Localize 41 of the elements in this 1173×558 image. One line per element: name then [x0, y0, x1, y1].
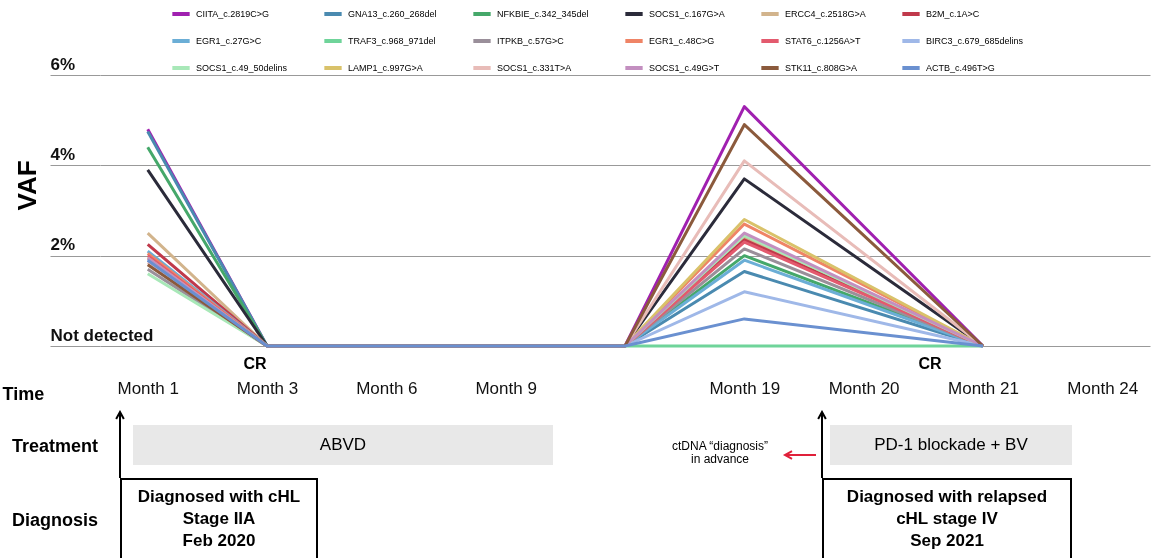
text: Treatment [12, 436, 99, 457]
text: CR [918, 355, 942, 373]
x-axis-title: Time [2, 383, 45, 404]
text: ABVD [133, 425, 553, 465]
x-tick-label: Month 24 [1067, 378, 1139, 398]
y-tick-label: 2% [50, 235, 76, 255]
legend-label: SOCS1_c.49_50delins [196, 63, 288, 73]
y-tick-label: 6% [50, 54, 76, 74]
x-tick-label: Month 1 [117, 378, 179, 398]
legend-label: EGR1_c.27G>C [196, 36, 262, 46]
text: ctDNA “diagnosis” in advance [670, 439, 769, 467]
y-tick-label: Not detected [50, 325, 154, 345]
legend-label: ITPKB_c.57G>C [497, 36, 565, 46]
legend-label: B2M_c.1A>C [926, 9, 980, 19]
text: Diagnosed with cHL Stage IIA Feb 2020 [120, 478, 318, 558]
x-tick-label: Month 6 [356, 378, 418, 398]
legend-label: TRAF3_c.968_971del [348, 36, 436, 46]
legend-label: STAT6_c.1256A>T [785, 36, 861, 46]
y-axis-title: VAF [11, 160, 42, 211]
legend-label: NFKBIE_c.342_345del [497, 9, 589, 19]
legend-label: SOCS1_c.49G>T [649, 63, 720, 73]
legend-label: ERCC4_c.2518G>A [785, 9, 866, 19]
x-tick-label: Month 3 [236, 378, 299, 398]
legend-label: STK11_c.808G>A [785, 63, 858, 73]
legend-label: LAMP1_c.997G>A [348, 63, 423, 73]
x-tick-label: Month 21 [948, 378, 1019, 398]
legend-label: BIRC3_c.679_685delins [926, 36, 1024, 46]
text: PD-1 blockade + BV [830, 425, 1072, 465]
x-tick-label: Month 20 [828, 378, 900, 398]
x-tick-label: Month 19 [709, 378, 781, 398]
legend-label: SOCS1_c.167G>A [649, 9, 725, 19]
x-tick-label: Month 9 [475, 378, 537, 398]
text: Diagnosis [12, 510, 99, 531]
legend-label: EGR1_c.48C>G [649, 36, 715, 46]
text: Diagnosed with relapsed cHL stage IV Sep 2021 [822, 478, 1072, 558]
y-tick-label: 4% [50, 144, 76, 164]
legend-label: SOCS1_c.331T>A [497, 63, 572, 73]
text: CR [243, 355, 267, 373]
legend-label: GNA13_c.260_268del [348, 9, 437, 19]
legend-label: CIITA_c.2819C>G [196, 9, 270, 19]
legend-label: ACTB_c.496T>G [926, 63, 995, 73]
